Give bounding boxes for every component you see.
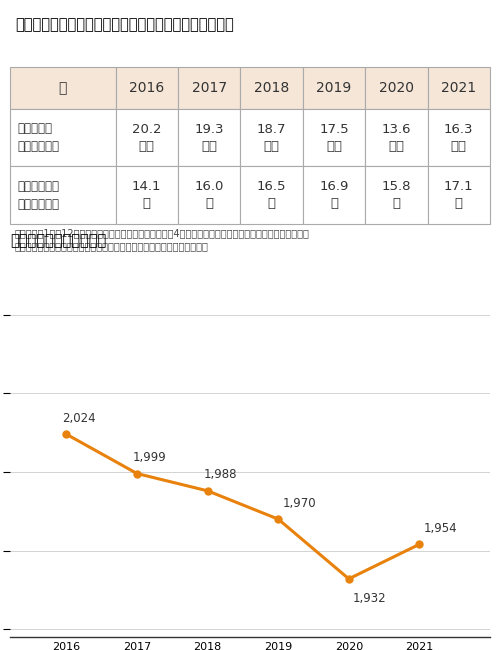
Text: 1,954: 1,954 <box>424 522 457 535</box>
Bar <box>428 67 490 109</box>
Bar <box>240 67 303 109</box>
Text: 16.3
時間: 16.3 時間 <box>444 123 474 153</box>
Bar <box>178 67 240 109</box>
Text: 平均所定外労働時間および平均有給休暇取得日数の推移: 平均所定外労働時間および平均有給休暇取得日数の推移 <box>15 17 234 32</box>
Text: 16.9
日: 16.9 日 <box>320 180 348 210</box>
Text: 1,999: 1,999 <box>133 451 166 464</box>
Text: 17.5
時間: 17.5 時間 <box>319 123 349 153</box>
Text: 17.1
日: 17.1 日 <box>444 180 474 210</box>
Bar <box>240 166 303 224</box>
Bar <box>240 109 303 166</box>
Bar <box>178 109 240 166</box>
Text: 平均有給休暇
取得日数／年: 平均有給休暇 取得日数／年 <box>17 179 59 211</box>
Text: 2021: 2021 <box>441 81 476 95</box>
Bar <box>365 67 428 109</box>
Text: （注）各年1月～12月における当社の組合員平均（当社の4製作所、住友電工電子ワイヤー（株）、大阪・東
　　京本社、中部支社、豊田事業所所属者（子会社への出向者を: （注）各年1月～12月における当社の組合員平均（当社の4製作所、住友電工電子ワイ… <box>15 228 310 251</box>
Text: 平均総労働時間数の推移: 平均総労働時間数の推移 <box>10 233 106 248</box>
Text: 2016: 2016 <box>129 81 164 95</box>
Text: 20.2
時間: 20.2 時間 <box>132 123 162 153</box>
Text: 14.1
日: 14.1 日 <box>132 180 162 210</box>
Text: 年: 年 <box>58 81 67 95</box>
Bar <box>10 109 116 166</box>
Bar <box>10 67 116 109</box>
Text: 2,024: 2,024 <box>62 411 96 424</box>
Text: 16.5
日: 16.5 日 <box>257 180 286 210</box>
Bar <box>116 109 178 166</box>
Bar <box>365 109 428 166</box>
Bar <box>365 166 428 224</box>
Text: 16.0
日: 16.0 日 <box>194 180 224 210</box>
Text: 1,988: 1,988 <box>204 469 237 482</box>
Bar <box>303 166 365 224</box>
Bar <box>428 166 490 224</box>
Text: 15.8
日: 15.8 日 <box>382 180 411 210</box>
Bar <box>10 166 116 224</box>
Bar <box>116 166 178 224</box>
Text: 19.3
時間: 19.3 時間 <box>194 123 224 153</box>
Bar <box>303 109 365 166</box>
Text: 1,932: 1,932 <box>353 592 386 605</box>
Text: 13.6
時間: 13.6 時間 <box>382 123 411 153</box>
Text: 2019: 2019 <box>316 81 352 95</box>
Bar <box>303 67 365 109</box>
Bar <box>116 67 178 109</box>
Bar <box>178 166 240 224</box>
Text: 平均所定外
労働時間／月: 平均所定外 労働時間／月 <box>17 122 59 153</box>
Text: 2018: 2018 <box>254 81 289 95</box>
Text: 2017: 2017 <box>192 81 227 95</box>
Text: 18.7
時間: 18.7 時間 <box>257 123 286 153</box>
Text: 2020: 2020 <box>379 81 414 95</box>
Bar <box>428 109 490 166</box>
Text: 1,970: 1,970 <box>282 497 316 510</box>
